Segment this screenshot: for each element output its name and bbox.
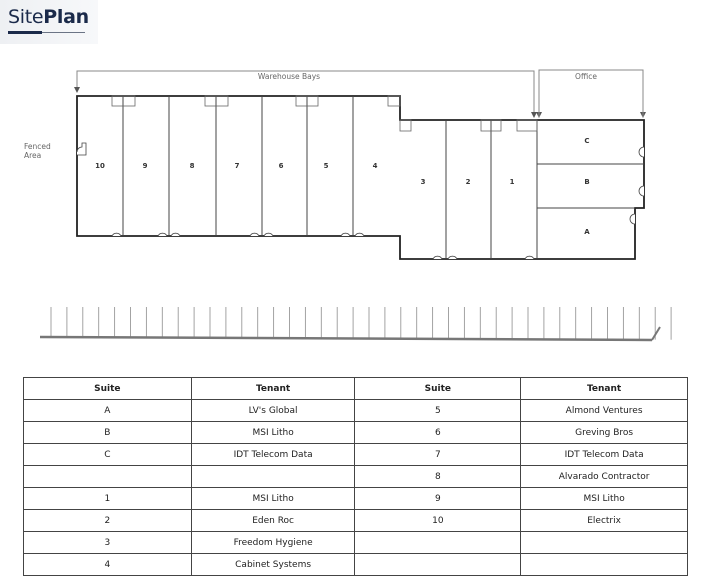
tenant-table: Suite Tenant Suite Tenant A LV's Global 5 A… xyxy=(23,377,688,576)
suite-label: 2 xyxy=(466,178,471,186)
suite-cell: 1 xyxy=(23,487,192,510)
tenant-cell: MSI Litho xyxy=(190,421,356,444)
curb-line xyxy=(39,335,653,342)
table-row: C IDT Telecom Data 7 IDT Telecom Data xyxy=(23,443,688,466)
suite-cell xyxy=(354,531,522,554)
table-row: 1 MSI Litho 9 MSI Litho xyxy=(23,487,688,510)
table-header-row: Suite Tenant Suite Tenant xyxy=(23,377,688,400)
logo-text: SitePlan xyxy=(8,6,89,28)
tenant-cell: Alvarado Contractor xyxy=(520,465,688,488)
suite-cell: 2 xyxy=(23,509,192,532)
suite-label: 6 xyxy=(279,162,284,170)
suite-label: 9 xyxy=(143,162,148,170)
tenant-cell: IDT Telecom Data xyxy=(520,443,688,466)
suite-label: B xyxy=(584,178,589,186)
floor-plan: Warehouse Bays Office Fenced Area 10 9 8… xyxy=(24,69,672,342)
suite-label: 1 xyxy=(510,178,515,186)
suite-label: 5 xyxy=(324,162,329,170)
header-suite: Suite xyxy=(23,377,192,400)
tenant-cell xyxy=(190,465,356,488)
suite-cell: 10 xyxy=(354,509,522,532)
suite-cell: C xyxy=(23,443,192,466)
tenant-cell xyxy=(520,553,688,576)
logo-bar xyxy=(8,31,42,34)
tenant-cell: Electrix xyxy=(520,509,688,532)
tenant-cell: Almond Ventures xyxy=(520,399,688,422)
table-row: 8 Alvarado Contractor xyxy=(23,465,688,488)
suite-label: 10 xyxy=(95,162,105,170)
suite-cell: 9 xyxy=(354,487,522,510)
suite-cell: B xyxy=(23,421,192,444)
table-row: 4 Cabinet Systems xyxy=(23,553,688,576)
suite-labels: 10 9 8 7 6 5 4 3 2 1 C B A xyxy=(95,137,590,236)
table-row: B MSI Litho 6 Greving Bros xyxy=(23,421,688,444)
suite-label: 4 xyxy=(373,162,378,170)
header-tenant: Tenant xyxy=(190,377,356,400)
tenant-cell: Eden Roc xyxy=(190,509,356,532)
tenant-cell: LV's Global xyxy=(190,399,356,422)
site-plan-logo: SitePlan xyxy=(0,0,98,44)
tenant-cell: MSI Litho xyxy=(190,487,356,510)
suite-cell: 7 xyxy=(354,443,522,466)
suite-cell xyxy=(23,465,192,488)
fenced-area-label: Fenced xyxy=(24,142,51,151)
suite-label: A xyxy=(584,228,590,236)
suite-label: C xyxy=(584,137,589,145)
warehouse-bracket xyxy=(76,70,535,117)
tenant-cell: IDT Telecom Data xyxy=(190,443,356,466)
svg-text:Area: Area xyxy=(24,151,41,160)
suite-cell: 8 xyxy=(354,465,522,488)
suite-cell: A xyxy=(23,399,192,422)
suite-cell: 5 xyxy=(354,399,522,422)
header-suite: Suite xyxy=(354,377,522,400)
table-row: 2 Eden Roc 10 Electrix xyxy=(23,509,688,532)
bay-dividers xyxy=(122,96,644,259)
suite-cell: 3 xyxy=(23,531,192,554)
suite-label: 8 xyxy=(190,162,195,170)
office-label: Office xyxy=(575,72,597,81)
suite-cell: 4 xyxy=(23,553,192,576)
tenant-cell: Greving Bros xyxy=(520,421,688,444)
table-row: 3 Freedom Hygiene xyxy=(23,531,688,554)
logo-line xyxy=(42,32,85,33)
table-row: A LV's Global 5 Almond Ventures xyxy=(23,399,688,422)
suite-label: 3 xyxy=(421,178,426,186)
tenant-cell: Cabinet Systems xyxy=(190,553,356,576)
tenant-cell: Freedom Hygiene xyxy=(190,531,356,554)
tenant-cell xyxy=(520,531,688,554)
tenant-cell: MSI Litho xyxy=(520,487,688,510)
header-tenant: Tenant xyxy=(520,377,688,400)
suite-cell xyxy=(354,553,522,576)
warehouse-bays-label: Warehouse Bays xyxy=(258,72,320,81)
suite-cell: 6 xyxy=(354,421,522,444)
parking-stalls xyxy=(50,307,672,340)
suite-label: 7 xyxy=(235,162,240,170)
office-bracket xyxy=(538,69,644,117)
